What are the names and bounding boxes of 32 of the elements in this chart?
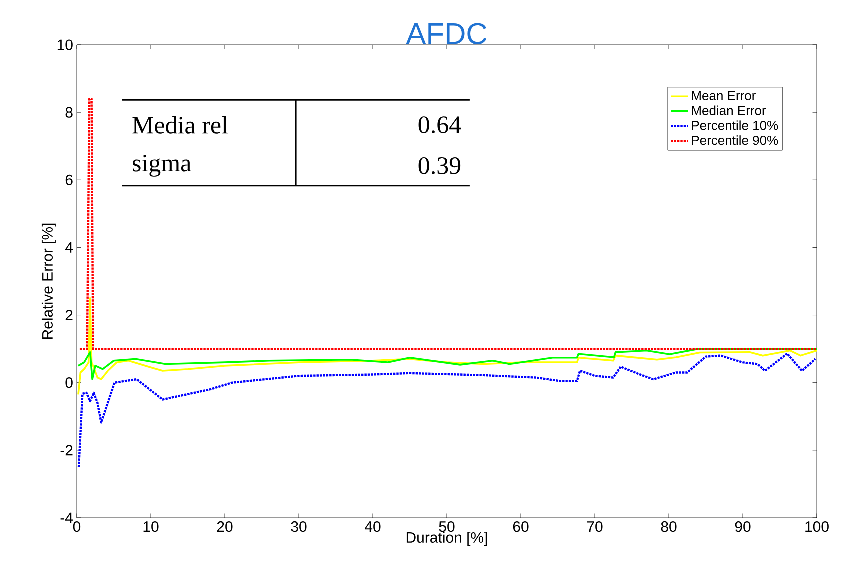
y-tick-label: 8 xyxy=(66,107,73,118)
x-tick-label: 90 xyxy=(735,522,751,532)
legend-label: Percentile 90% xyxy=(692,136,778,146)
x-tick-label: 80 xyxy=(661,522,677,532)
y-tick-label: 10 xyxy=(58,40,73,50)
line-series xyxy=(78,352,817,468)
x-tick-label: 10 xyxy=(144,522,159,532)
x-tick-label: 0 xyxy=(73,522,81,532)
y-tick-label: 0 xyxy=(66,378,73,388)
annotation: Media rel xyxy=(132,116,228,134)
x-tick-label: 20 xyxy=(217,522,233,532)
x-tick-label: 50 xyxy=(439,522,455,532)
x-tick-label: 30 xyxy=(291,522,307,532)
y-axis-title: Relative Error [%] xyxy=(42,224,56,340)
legend-label: Percentile 10% xyxy=(692,120,778,130)
x-tick-label: 100 xyxy=(806,522,829,532)
x-axis-title: Duration [%] xyxy=(406,532,488,546)
line-series xyxy=(78,348,818,380)
y-tick-label: 6 xyxy=(66,174,73,186)
legend-label: Mean Error xyxy=(692,91,756,100)
y-tick-label: 2 xyxy=(66,310,73,321)
annotation: 0.64 xyxy=(418,116,462,134)
y-tick-label: -2 xyxy=(60,445,73,456)
annotation: sigma xyxy=(132,154,192,177)
legend-label: Median Error xyxy=(692,106,766,116)
x-tick-label: 60 xyxy=(513,522,529,532)
annotation: 0.39 xyxy=(418,157,461,174)
chart-title: AFDC xyxy=(406,23,487,44)
x-tick-label: 70 xyxy=(587,522,603,532)
y-tick-label: 4 xyxy=(65,242,74,253)
x-tick-label: 40 xyxy=(365,522,381,532)
y-tick-label: -4 xyxy=(60,512,74,524)
